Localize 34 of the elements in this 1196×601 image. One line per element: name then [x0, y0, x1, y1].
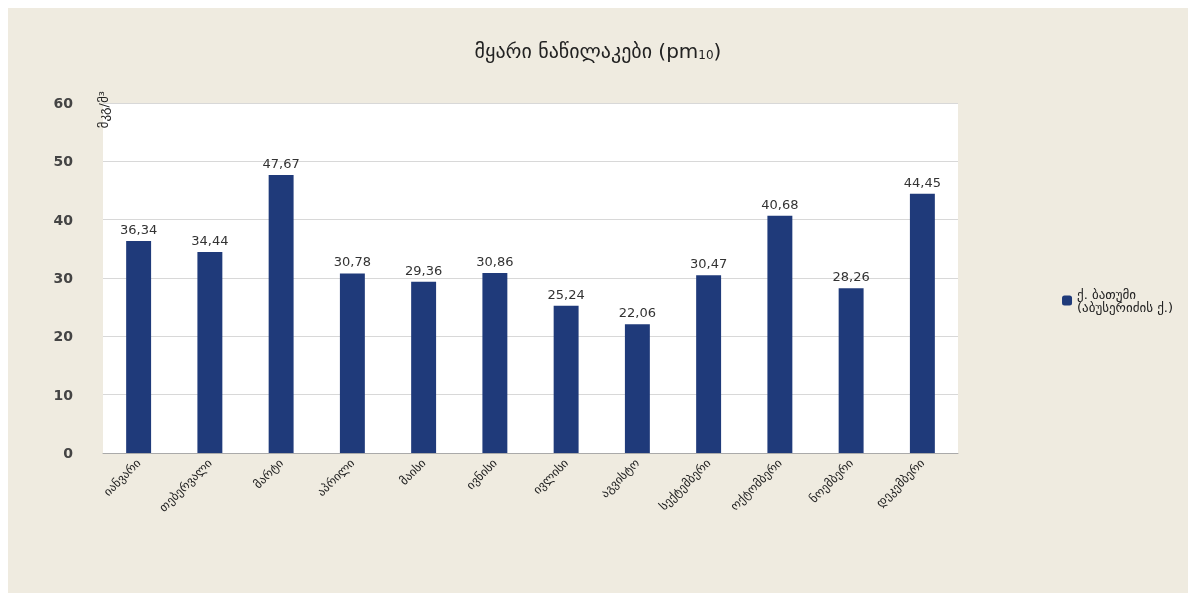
data-label: 25,24 [547, 286, 585, 302]
y-tick-label: 20 [53, 328, 74, 345]
data-label: 28,26 [832, 269, 870, 285]
y-tick-label: 0 [63, 445, 74, 461]
data-label: 30,78 [333, 254, 371, 270]
bar [553, 305, 579, 453]
y-tick-label: 40 [53, 211, 74, 228]
data-label: 22,06 [618, 305, 656, 321]
y-axis-title: მკგ/მ³ [95, 91, 111, 129]
bar [696, 275, 722, 453]
data-label: 34,44 [191, 233, 229, 249]
bar [767, 215, 793, 453]
bar [624, 324, 650, 453]
data-label: 47,67 [262, 155, 300, 171]
chart-title: მყარი ნაწილაკები (pm10) [474, 39, 722, 63]
data-label: 44,45 [903, 174, 941, 190]
y-tick-label: 10 [53, 386, 74, 403]
y-tick-label: 60 [53, 95, 74, 111]
data-label: 40,68 [761, 196, 799, 212]
bar [909, 193, 935, 453]
bar [339, 273, 365, 453]
data-label: 30,86 [476, 253, 514, 269]
data-label: 36,34 [120, 222, 158, 238]
legend-label: ქ. ბათუმი (აბუსერიძის ქ.) [1077, 286, 1174, 315]
bar [411, 281, 437, 453]
bar [838, 288, 864, 453]
y-tick-label: 50 [53, 153, 74, 170]
bar [197, 252, 223, 453]
bar [268, 174, 294, 453]
bar [126, 241, 152, 453]
data-label: 30,47 [690, 256, 728, 272]
y-tick-label: 30 [53, 270, 74, 286]
bar [482, 272, 508, 453]
data-label: 29,36 [405, 262, 443, 278]
